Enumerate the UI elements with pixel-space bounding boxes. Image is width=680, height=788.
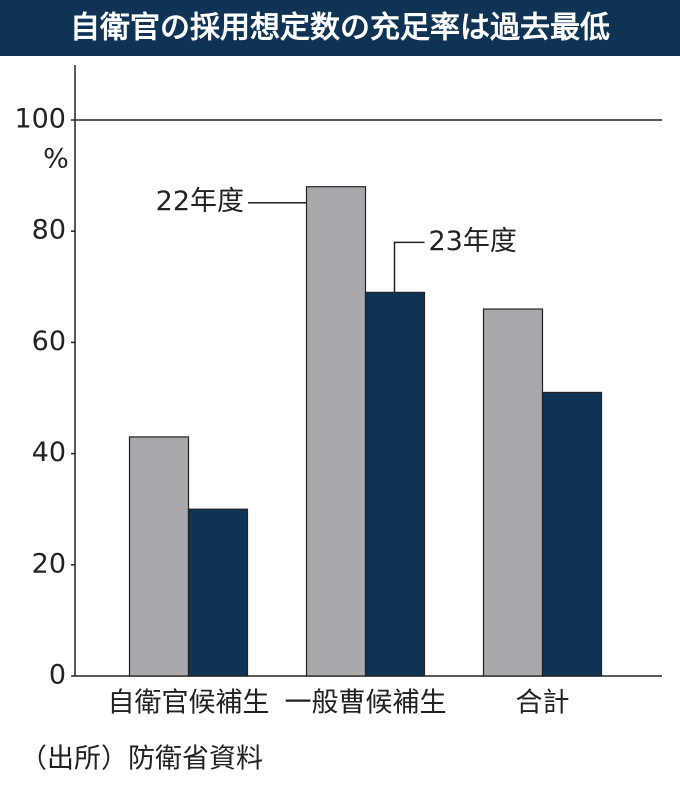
- y-tick-label: 100: [14, 104, 66, 135]
- x-tick-label: 自衛官候補生: [108, 688, 270, 719]
- title-bar: [0, 0, 680, 56]
- legend-label: 23年度: [429, 226, 517, 257]
- y-tick-label: 80: [32, 215, 66, 246]
- y-tick-label: 0: [49, 660, 66, 691]
- legend-label: 22年度: [156, 186, 244, 217]
- x-tick-label: 一般曹候補生: [285, 688, 447, 719]
- y-tick-label: 40: [32, 437, 66, 468]
- bar: [305, 186, 367, 677]
- bar: [187, 508, 249, 677]
- chart-title: 自衛官の採用想定数の充足率は過去最低: [70, 11, 610, 46]
- y-unit: %: [43, 144, 69, 175]
- bar: [364, 291, 426, 677]
- leader-line: [393, 241, 425, 293]
- bar: [128, 436, 190, 677]
- bar: [541, 391, 603, 677]
- bar: [482, 308, 544, 677]
- y-tick-label: 60: [32, 326, 66, 357]
- x-tick-label: 合計: [516, 688, 570, 719]
- y-tick-label: 20: [32, 548, 66, 579]
- source: （出所）防衛省資料: [20, 744, 263, 775]
